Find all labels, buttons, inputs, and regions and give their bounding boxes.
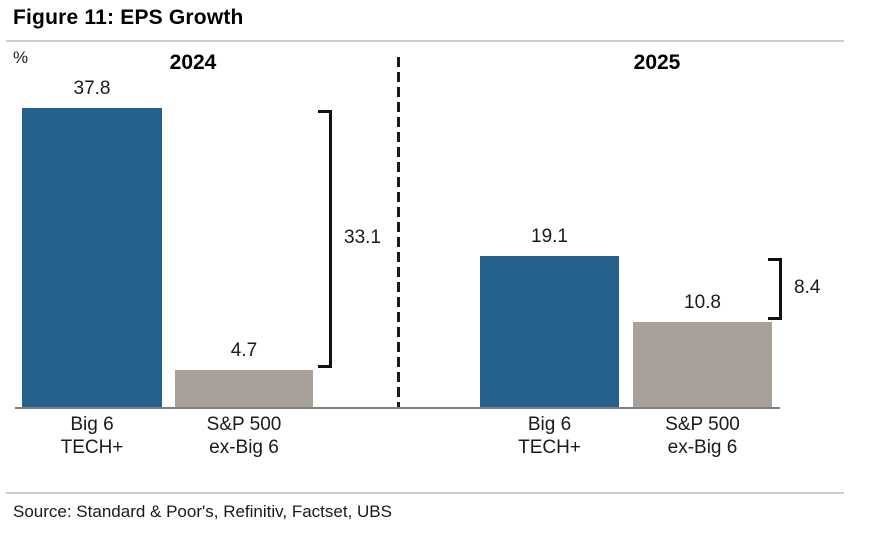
bar-2024-big6-tech bbox=[22, 108, 162, 407]
y-axis-unit-label: % bbox=[13, 48, 29, 67]
category-label-line: Big 6 bbox=[527, 414, 572, 435]
category-label-2025-big6-tech: Big 6 TECH+ bbox=[518, 413, 581, 459]
difference-label-2025: 8.4 bbox=[794, 277, 821, 298]
figure-title: Figure 11: EPS Growth bbox=[13, 6, 244, 29]
value-label-2024-big6-tech: 37.8 bbox=[73, 78, 111, 99]
source-note: Source: Standard & Poor's, Refinitiv, Fa… bbox=[13, 502, 392, 521]
x-axis-line bbox=[15, 407, 780, 409]
category-label-2025-sp500-ex-big6: S&P 500 ex-Big 6 bbox=[665, 413, 740, 459]
category-label-line: ex-Big 6 bbox=[209, 437, 279, 458]
year-heading-2024: 2024 bbox=[169, 51, 217, 74]
difference-bracket-2025 bbox=[768, 258, 782, 320]
value-label-2025-sp500-ex-big6: 10.8 bbox=[684, 292, 721, 313]
top-rule bbox=[6, 40, 844, 42]
value-label-2024-sp500-ex-big6: 4.7 bbox=[230, 340, 258, 361]
value-label-2025-big6-tech: 19.1 bbox=[531, 226, 568, 247]
category-label-line: TECH+ bbox=[60, 437, 124, 458]
bottom-rule bbox=[6, 492, 844, 494]
bar-2025-big6-tech bbox=[480, 256, 619, 407]
category-label-line: Big 6 bbox=[70, 414, 114, 435]
category-label-line: S&P 500 bbox=[206, 414, 282, 435]
category-label-2024-sp500-ex-big6: S&P 500 ex-Big 6 bbox=[207, 413, 282, 459]
category-label-line: TECH+ bbox=[518, 437, 581, 458]
bar-2024-sp500-ex-big6 bbox=[175, 370, 313, 407]
difference-label-2024: 33.1 bbox=[344, 227, 381, 248]
category-label-line: ex-Big 6 bbox=[667, 437, 738, 458]
bar-2025-sp500-ex-big6 bbox=[633, 322, 772, 407]
panel-divider-dashed-line bbox=[397, 57, 400, 407]
year-heading-2025: 2025 bbox=[633, 51, 681, 74]
category-label-line: S&P 500 bbox=[665, 414, 740, 435]
difference-bracket-2024 bbox=[318, 110, 332, 368]
category-label-2024-big6-tech: Big 6 TECH+ bbox=[61, 413, 124, 459]
